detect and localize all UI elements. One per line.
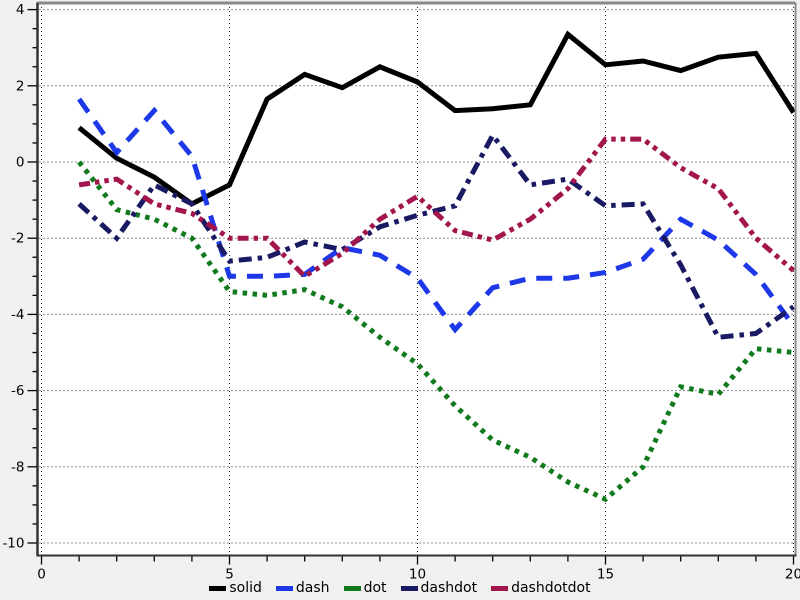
legend-label: dashdot [420, 580, 478, 596]
svg-text:-8: -8 [11, 459, 24, 475]
svg-text:0: 0 [37, 567, 46, 583]
legend-label: solid [229, 580, 262, 596]
series-dash [77, 97, 796, 334]
svg-text:-10: -10 [2, 536, 24, 552]
svg-text:-6: -6 [11, 383, 24, 399]
series-solid [77, 30, 796, 207]
svg-text:-4: -4 [11, 307, 24, 323]
legend-swatch-dashdot [400, 585, 418, 591]
svg-text:-2: -2 [11, 231, 24, 247]
gridlines [39, 3, 796, 556]
chart-legend: solid dash dot dashdot dashdotdot [0, 581, 800, 595]
legend-item-solid: solid [209, 581, 262, 595]
legend-swatch-solid [209, 585, 227, 591]
legend-item-dash: dash [275, 580, 330, 596]
series-dot [77, 160, 794, 503]
svg-text:0: 0 [16, 155, 25, 171]
series-dashdotdot [78, 136, 796, 280]
svg-text:5: 5 [225, 567, 234, 583]
plot-area [37, 3, 796, 556]
svg-text:4: 4 [16, 2, 25, 18]
legend-swatch-dash [275, 585, 293, 591]
svg-text:15: 15 [597, 567, 614, 583]
axes-spines [36, 1, 797, 557]
legend-label: dash [295, 580, 330, 596]
svg-text:10: 10 [409, 567, 426, 583]
legend-swatch-dot [343, 585, 361, 591]
y-tick-labels: 4 2 0 -2 -4 -6 -8 -10 [2, 2, 24, 551]
legend-item-dashdot: dashdot [400, 580, 478, 596]
legend-label: dot [363, 580, 387, 596]
legend-swatch-dashdotdot [491, 585, 509, 591]
legend-item-dot: dot [343, 580, 387, 596]
x-tick-labels: 0 5 10 15 20 [37, 567, 800, 583]
svg-text:20: 20 [785, 567, 800, 583]
svg-text:2: 2 [16, 78, 25, 94]
axis-ticks [27, 8, 795, 565]
legend-label: dashdotdot [511, 580, 591, 596]
legend-item-dashdotdot: dashdotdot [491, 581, 591, 595]
